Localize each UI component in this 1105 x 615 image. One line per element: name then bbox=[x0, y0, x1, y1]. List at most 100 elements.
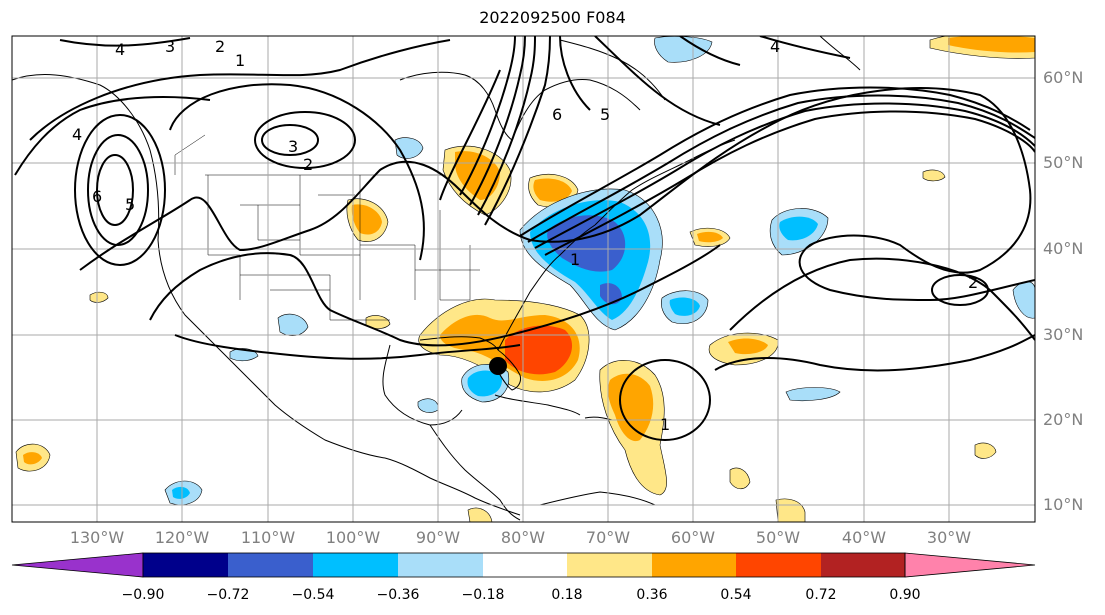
contour-label: 1 bbox=[660, 415, 670, 434]
blue-patch-atlantic2 bbox=[669, 297, 700, 316]
contour-lines bbox=[14, 36, 1035, 441]
colorbar-swatch bbox=[313, 553, 398, 577]
red-patch-florida bbox=[505, 325, 573, 375]
yellow-patch-small7 bbox=[467, 507, 493, 522]
florida bbox=[491, 349, 521, 391]
colorbar-tick-label: 0.36 bbox=[636, 587, 668, 603]
colorbar-tick-label: −0.72 bbox=[206, 587, 250, 603]
contour-label: 2 bbox=[303, 155, 313, 174]
lon-label: 110°W bbox=[240, 528, 296, 547]
yellow-patch-small6 bbox=[89, 291, 109, 303]
cuba bbox=[494, 394, 581, 416]
colorbar bbox=[11, 552, 1036, 578]
gridlines bbox=[12, 36, 1035, 522]
lon-label: 60°W bbox=[670, 528, 716, 547]
lon-label: 90°W bbox=[415, 528, 461, 547]
contour-label: 4 bbox=[72, 125, 82, 144]
lightblue-patch-small2 bbox=[417, 398, 439, 413]
colorbar-swatch bbox=[228, 553, 313, 577]
contour-label: 3 bbox=[288, 137, 298, 156]
colorbar-swatch bbox=[483, 553, 567, 577]
colorbar-tick-label: −0.18 bbox=[461, 587, 505, 603]
colorbar-swatch bbox=[567, 553, 652, 577]
lon-label: 120°W bbox=[154, 528, 210, 547]
colorbar-tick-label: 0.54 bbox=[720, 587, 752, 603]
yellow-patch-small5 bbox=[974, 442, 997, 459]
central-america bbox=[429, 424, 521, 521]
colorbar-swatch bbox=[143, 553, 228, 577]
lightblue-patch-east bbox=[1012, 281, 1035, 319]
colorbar-swatch bbox=[736, 553, 821, 577]
lon-label: 100°W bbox=[325, 528, 381, 547]
orange-patch-pacific bbox=[23, 452, 42, 465]
lon-label: 130°W bbox=[69, 528, 125, 547]
royal-patch-atlantic2 bbox=[600, 283, 622, 305]
map-frame bbox=[11, 35, 1036, 523]
shading-positive bbox=[15, 36, 1035, 522]
lat-label: 50°N bbox=[1043, 153, 1084, 172]
lon-label: 80°W bbox=[500, 528, 546, 547]
north-america-south bbox=[384, 457, 521, 516]
colorbar-tick-label: −0.90 bbox=[121, 587, 165, 603]
lat-label: 60°N bbox=[1043, 68, 1084, 87]
contour-label: 1 bbox=[235, 51, 245, 70]
orange-patch-atlantic2 bbox=[697, 231, 723, 243]
contour-label: 3 bbox=[165, 37, 175, 56]
yellow-patch-small3 bbox=[729, 467, 751, 490]
colorbar-swatch bbox=[398, 553, 483, 577]
orange-patch-caribbean bbox=[607, 373, 654, 442]
contour-label: 2 bbox=[215, 37, 225, 56]
colorbar-tick-label: 0.18 bbox=[551, 587, 583, 603]
royal-patch-atlantic bbox=[547, 215, 626, 272]
south-america-north bbox=[539, 491, 656, 506]
contour-label: 6 bbox=[552, 105, 562, 124]
colorbar-swatch bbox=[652, 553, 736, 577]
orange-patch-atlantic1 bbox=[728, 338, 768, 355]
contour-label: 2 bbox=[968, 273, 978, 292]
contour-label: 4 bbox=[770, 37, 780, 56]
colorbar-tick-label: 0.90 bbox=[889, 587, 921, 603]
lon-label: 70°W bbox=[585, 528, 631, 547]
blue-patch-pacific bbox=[172, 486, 190, 499]
contour-label: 4 bbox=[115, 40, 125, 59]
colorbar-frame bbox=[142, 552, 906, 578]
blue-patch-gulf bbox=[467, 370, 503, 397]
hudson-bay bbox=[399, 71, 513, 141]
gulf-of-mexico-coast bbox=[382, 344, 463, 426]
yellow-patch-small2 bbox=[922, 169, 946, 182]
colorbar-tick-label: −0.54 bbox=[291, 587, 335, 603]
map-title: 2022092500 F084 bbox=[479, 8, 626, 27]
shading-negative bbox=[164, 36, 1035, 506]
lightblue-patch-small1 bbox=[785, 387, 841, 402]
contour-label: 1 bbox=[570, 250, 580, 269]
coastlines bbox=[12, 36, 861, 521]
yellow-patch-small4 bbox=[775, 498, 806, 522]
lat-label: 40°N bbox=[1043, 239, 1084, 258]
storm-position-marker bbox=[489, 357, 507, 375]
contour-label: 5 bbox=[125, 195, 135, 214]
orange-patch-greenland bbox=[948, 36, 1035, 53]
colorbar-low-extend bbox=[11, 552, 144, 578]
lat-label: 20°N bbox=[1043, 410, 1084, 429]
lon-label: 40°W bbox=[841, 528, 887, 547]
orange-patch-midwest bbox=[351, 204, 382, 235]
map-area: 4 3 2 1 3 2 4 5 6 4 5 6 1 1 2 bbox=[12, 36, 1035, 522]
lightblue-patch-canada bbox=[654, 36, 713, 63]
colorbar-high-extend bbox=[904, 552, 1036, 578]
labrador bbox=[511, 79, 641, 141]
colorbar-tick-label: −0.36 bbox=[376, 587, 420, 603]
contour-label-group: 4 3 2 1 3 2 4 5 6 4 5 6 1 1 2 bbox=[72, 37, 978, 434]
lightblue-patch-mexico bbox=[277, 313, 309, 336]
lat-label: 10°N bbox=[1043, 495, 1084, 514]
lon-label: 30°W bbox=[926, 528, 972, 547]
colorbar-tick-label: 0.72 bbox=[805, 587, 837, 603]
lat-label: 30°N bbox=[1043, 325, 1084, 344]
political-borders bbox=[174, 134, 480, 321]
colorbar-swatch bbox=[821, 553, 905, 577]
contour-label: 6 bbox=[92, 187, 102, 206]
greenland bbox=[819, 36, 861, 71]
blue-patch-midatl bbox=[779, 216, 818, 241]
orange-patch-ontario bbox=[533, 178, 572, 202]
contour-label: 5 bbox=[600, 105, 610, 124]
